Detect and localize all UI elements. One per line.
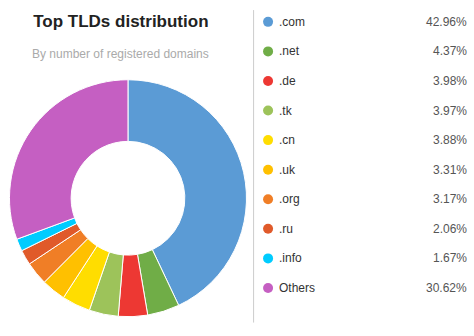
svg-text:.org: .org bbox=[279, 192, 300, 206]
svg-text:3.88%: 3.88% bbox=[433, 133, 467, 147]
svg-text:3.31%: 3.31% bbox=[433, 163, 467, 177]
svg-text:.cn: .cn bbox=[279, 133, 295, 147]
svg-text:.info: .info bbox=[279, 251, 302, 265]
svg-text:.ru: .ru bbox=[279, 222, 293, 236]
svg-text:3.97%: 3.97% bbox=[433, 104, 467, 118]
svg-text:30.62%: 30.62% bbox=[426, 281, 467, 295]
svg-text:3.17%: 3.17% bbox=[433, 192, 467, 206]
svg-text:1.67%: 1.67% bbox=[433, 251, 467, 265]
svg-text:By number of registered domain: By number of registered domains bbox=[32, 47, 209, 61]
svg-text:Others: Others bbox=[279, 281, 315, 295]
svg-text:2.06%: 2.06% bbox=[433, 222, 467, 236]
svg-text:.net: .net bbox=[279, 44, 300, 58]
svg-text:.tk: .tk bbox=[279, 104, 293, 118]
svg-text:3.98%: 3.98% bbox=[433, 74, 467, 88]
svg-text:Top TLDs distribution: Top TLDs distribution bbox=[33, 12, 208, 31]
svg-text:.de: .de bbox=[279, 74, 296, 88]
svg-text:.uk: .uk bbox=[279, 163, 296, 177]
svg-text:42.96%: 42.96% bbox=[426, 15, 467, 29]
svg-text:4.37%: 4.37% bbox=[433, 44, 467, 58]
svg-text:.com: .com bbox=[279, 15, 305, 29]
